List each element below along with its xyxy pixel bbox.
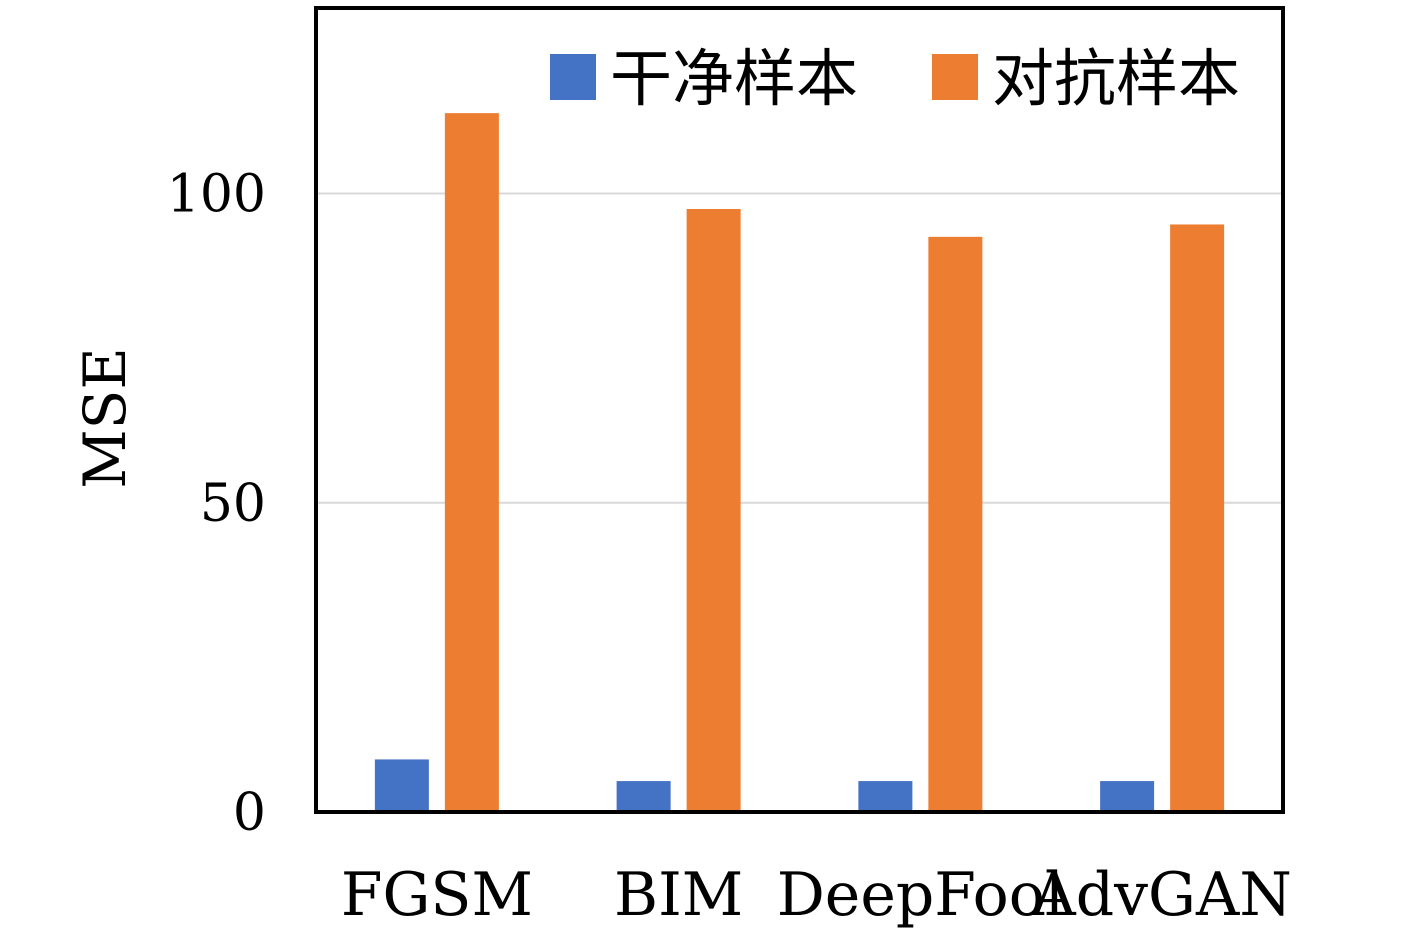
y-tick-label: 100: [167, 165, 266, 225]
bar-adversarial-deepfool: [928, 236, 983, 813]
legend-swatch: [932, 54, 978, 100]
bar-adversarial-fgsm: [444, 113, 499, 813]
x-category-label: FGSM: [341, 860, 533, 930]
bars: [374, 113, 1225, 813]
bar-clean-deepfool: [858, 781, 913, 812]
x-category-label: DeepFool: [777, 860, 1064, 930]
x-category-label: BIM: [614, 860, 743, 930]
bar-adversarial-bim: [686, 209, 741, 812]
x-category-label: AdvGAN: [1031, 860, 1291, 930]
bar-adversarial-advgan: [1170, 224, 1225, 812]
legend-label: 对抗样本: [992, 42, 1240, 115]
bar-clean-advgan: [1100, 781, 1155, 812]
y-axis-label: MSE: [71, 347, 139, 488]
y-tick-label: 0: [233, 783, 266, 843]
y-tick-labels: 0 50 100: [167, 165, 266, 843]
bar-clean-bim: [616, 781, 671, 812]
legend-label: 干净样本: [610, 42, 858, 115]
plot-frame: [314, 6, 1285, 814]
legend-swatch: [550, 54, 596, 100]
bar-clean-fgsm: [374, 759, 429, 812]
y-tick-label: 50: [200, 474, 266, 534]
legend: 干净样本 对抗样本: [550, 42, 1240, 115]
